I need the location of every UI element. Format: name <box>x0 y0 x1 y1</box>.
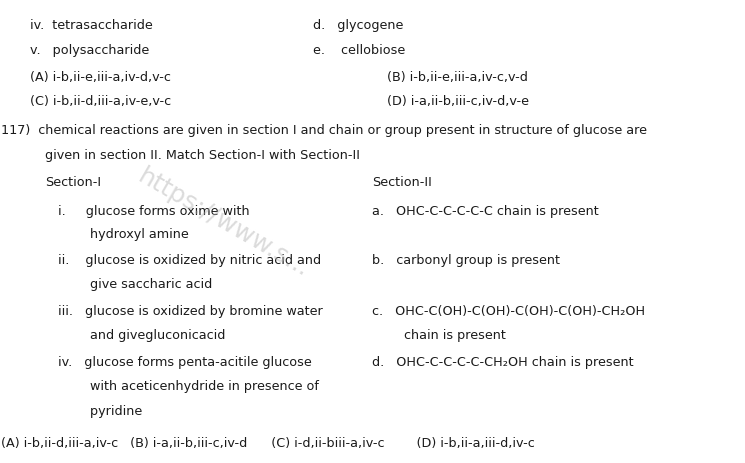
Text: e.    cellobiose: e. cellobiose <box>313 44 405 57</box>
Text: i.     glucose forms oxime with: i. glucose forms oxime with <box>58 205 250 218</box>
Text: given in section II. Match Section-I with Section-II: given in section II. Match Section-I wit… <box>45 149 360 162</box>
Text: b.   carbonyl group is present: b. carbonyl group is present <box>372 254 560 267</box>
Text: hydroxyl amine: hydroxyl amine <box>58 228 189 241</box>
Text: c.   OHC-C(OH)-C(OH)-C(OH)-C(OH)-CH₂OH: c. OHC-C(OH)-C(OH)-C(OH)-C(OH)-CH₂OH <box>372 305 646 318</box>
Text: give saccharic acid: give saccharic acid <box>58 278 212 291</box>
Text: with aceticenhydride in presence of: with aceticenhydride in presence of <box>58 380 319 393</box>
Text: v.   polysaccharide: v. polysaccharide <box>30 44 149 57</box>
Text: (A) i-b,ii-d,iii-a,iv-c   (B) i-a,ii-b,iii-c,iv-d      (C) i-d,ii-biii-a,iv-c   : (A) i-b,ii-d,iii-a,iv-c (B) i-a,ii-b,iii… <box>1 436 535 449</box>
Text: ii.    glucose is oxidized by nitric acid and: ii. glucose is oxidized by nitric acid a… <box>58 254 321 267</box>
Text: iii.   glucose is oxidized by bromine water: iii. glucose is oxidized by bromine wate… <box>58 305 323 318</box>
Text: and givegluconicacid: and givegluconicacid <box>58 329 226 342</box>
Text: (A) i-b,ii-e,iii-a,iv-d,v-c: (A) i-b,ii-e,iii-a,iv-d,v-c <box>30 70 171 83</box>
Text: (D) i-a,ii-b,iii-c,iv-d,v-e: (D) i-a,ii-b,iii-c,iv-d,v-e <box>387 95 530 108</box>
Text: iv.   glucose forms penta-acitile glucose: iv. glucose forms penta-acitile glucose <box>58 355 312 368</box>
Text: https://www.s...: https://www.s... <box>133 163 314 281</box>
Text: Section-I: Section-I <box>45 176 101 189</box>
Text: iv.  tetrasaccharide: iv. tetrasaccharide <box>30 19 153 31</box>
Text: d.   OHC-C-C-C-C-CH₂OH chain is present: d. OHC-C-C-C-C-CH₂OH chain is present <box>372 355 634 368</box>
Text: pyridine: pyridine <box>58 404 142 417</box>
Text: 117)  chemical reactions are given in section I and chain or group present in st: 117) chemical reactions are given in sec… <box>1 124 647 137</box>
Text: Section-II: Section-II <box>372 176 432 189</box>
Text: chain is present: chain is present <box>372 329 507 342</box>
Text: d.   glycogene: d. glycogene <box>313 19 403 31</box>
Text: a.   OHC-C-C-C-C-C chain is present: a. OHC-C-C-C-C-C chain is present <box>372 205 599 218</box>
Text: (B) i-b,ii-e,iii-a,iv-c,v-d: (B) i-b,ii-e,iii-a,iv-c,v-d <box>387 70 528 83</box>
Text: (C) i-b,ii-d,iii-a,iv-e,v-c: (C) i-b,ii-d,iii-a,iv-e,v-c <box>30 95 171 108</box>
